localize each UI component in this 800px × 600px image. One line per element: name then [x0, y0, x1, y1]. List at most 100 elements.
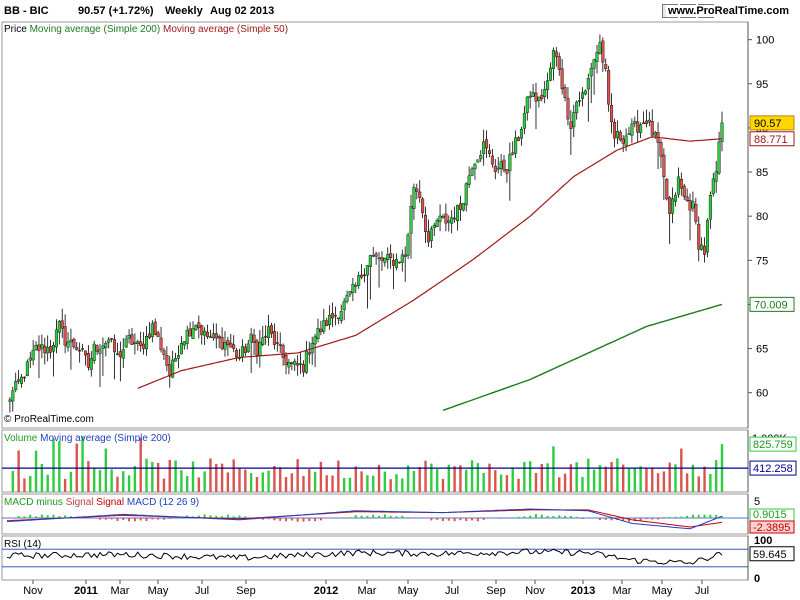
panel-frame-rsi	[1, 535, 749, 581]
x-axis-label: Sep	[486, 585, 506, 597]
volume-bar	[366, 475, 369, 492]
signal-line	[6, 509, 723, 528]
last-price-label: 90.57	[754, 118, 782, 130]
candle-body	[246, 343, 250, 352]
volume-bar	[418, 467, 421, 492]
volume-bar	[558, 477, 561, 492]
volume-bar	[337, 460, 340, 492]
candle-body	[206, 331, 210, 337]
x-axis-label: 2011	[74, 585, 98, 597]
macd-hist-bar	[622, 518, 625, 521]
rsi-tick-bottom: 0	[754, 573, 760, 585]
candle-body	[37, 344, 41, 352]
macd-hist-bar	[645, 518, 648, 520]
candle-body	[333, 314, 337, 317]
candle-body	[226, 340, 230, 346]
candle-body	[296, 363, 300, 366]
volume-bar	[186, 475, 189, 492]
macd-hist-bar	[308, 518, 311, 522]
macd-hist-bar	[122, 518, 125, 520]
macd-hist-bar	[197, 515, 200, 518]
candle-body	[415, 188, 419, 192]
macd-hist-bar	[221, 516, 224, 518]
ma200-value-label: 70.009	[754, 299, 788, 311]
volume-bar	[494, 470, 497, 492]
candle-body	[40, 344, 44, 349]
candle-body	[255, 340, 259, 356]
candle-body	[505, 169, 509, 174]
macd-hist-bar	[203, 514, 206, 518]
volume-bar	[581, 476, 584, 492]
macd-hist-bar	[668, 517, 671, 518]
candle-body	[342, 301, 346, 310]
candle-body	[566, 98, 570, 120]
candle-body	[682, 185, 686, 197]
candle-body	[162, 350, 166, 355]
candle-body	[121, 349, 125, 359]
panel-frame-price	[1, 21, 749, 429]
macd-hist-bar	[319, 518, 322, 521]
volume-bar	[401, 478, 404, 492]
candle-body	[301, 364, 305, 373]
price-legend-label: Price	[4, 24, 27, 35]
signal-value-box	[749, 520, 795, 534]
macd-hist-bar	[459, 518, 462, 521]
macd-hist-bar	[476, 518, 479, 522]
candle-body	[325, 320, 329, 327]
candle-body	[662, 154, 666, 178]
candle-body	[412, 187, 416, 209]
ma200-legend: Moving average (Simple 200)	[29, 24, 161, 35]
candle-body	[20, 376, 24, 384]
volume-bar	[151, 461, 154, 492]
candle-body	[83, 350, 87, 356]
candle-body	[470, 168, 474, 176]
candle-body	[464, 183, 468, 206]
date-label: Aug 02 2013	[210, 5, 275, 17]
price-tick-label: 75	[756, 255, 768, 267]
candle-body	[708, 195, 712, 220]
volume-ma-label: 412.258	[753, 463, 793, 475]
volume-bar	[145, 458, 148, 492]
volume-bar	[691, 464, 695, 492]
candle-body	[374, 253, 378, 257]
x-axis-label: Sep	[236, 585, 256, 597]
candle-body	[115, 353, 119, 356]
volume-bar	[98, 470, 102, 492]
volume-bar	[40, 464, 44, 492]
x-axis-label: 2012	[314, 585, 338, 597]
volume-bar	[633, 467, 637, 492]
candle-body	[368, 255, 372, 267]
candle-body	[700, 244, 704, 250]
candle-body	[14, 381, 18, 390]
macd-hist-bar	[139, 518, 142, 521]
candle-body	[595, 52, 599, 62]
volume-bar	[244, 469, 247, 492]
candle-body	[136, 341, 140, 344]
candle-body	[197, 322, 201, 328]
volume-bar	[383, 471, 387, 492]
candle-body	[673, 195, 677, 202]
macd-hist-bar	[575, 516, 578, 518]
candle-body	[522, 113, 526, 129]
macd-hist-bar	[17, 516, 20, 518]
macd-hist-bar	[627, 518, 630, 522]
candle-body	[482, 141, 486, 155]
macd-hist-bar	[709, 514, 712, 518]
volume-legend: Volume Moving average (Simple 200)	[4, 433, 171, 444]
macd-hist-bar	[366, 515, 369, 518]
site-link[interactable]: www.ProRealTime.com	[666, 5, 790, 17]
volume-legend-label: Volume	[4, 433, 38, 444]
volume-bar	[563, 473, 567, 492]
volume-bar	[598, 464, 602, 492]
x-axis-label: Jul	[695, 585, 709, 597]
macd-hist-bar	[151, 518, 154, 520]
candle-body	[328, 314, 332, 325]
volume-bar	[267, 470, 270, 492]
macd-hist-bar	[168, 518, 171, 519]
macd-hist-bar	[267, 518, 270, 520]
volume-bar	[319, 461, 323, 492]
macd-hist-bar	[128, 518, 131, 522]
candle-body	[25, 361, 29, 376]
macd-hist-bar	[517, 516, 520, 518]
volume-bar	[587, 458, 590, 492]
